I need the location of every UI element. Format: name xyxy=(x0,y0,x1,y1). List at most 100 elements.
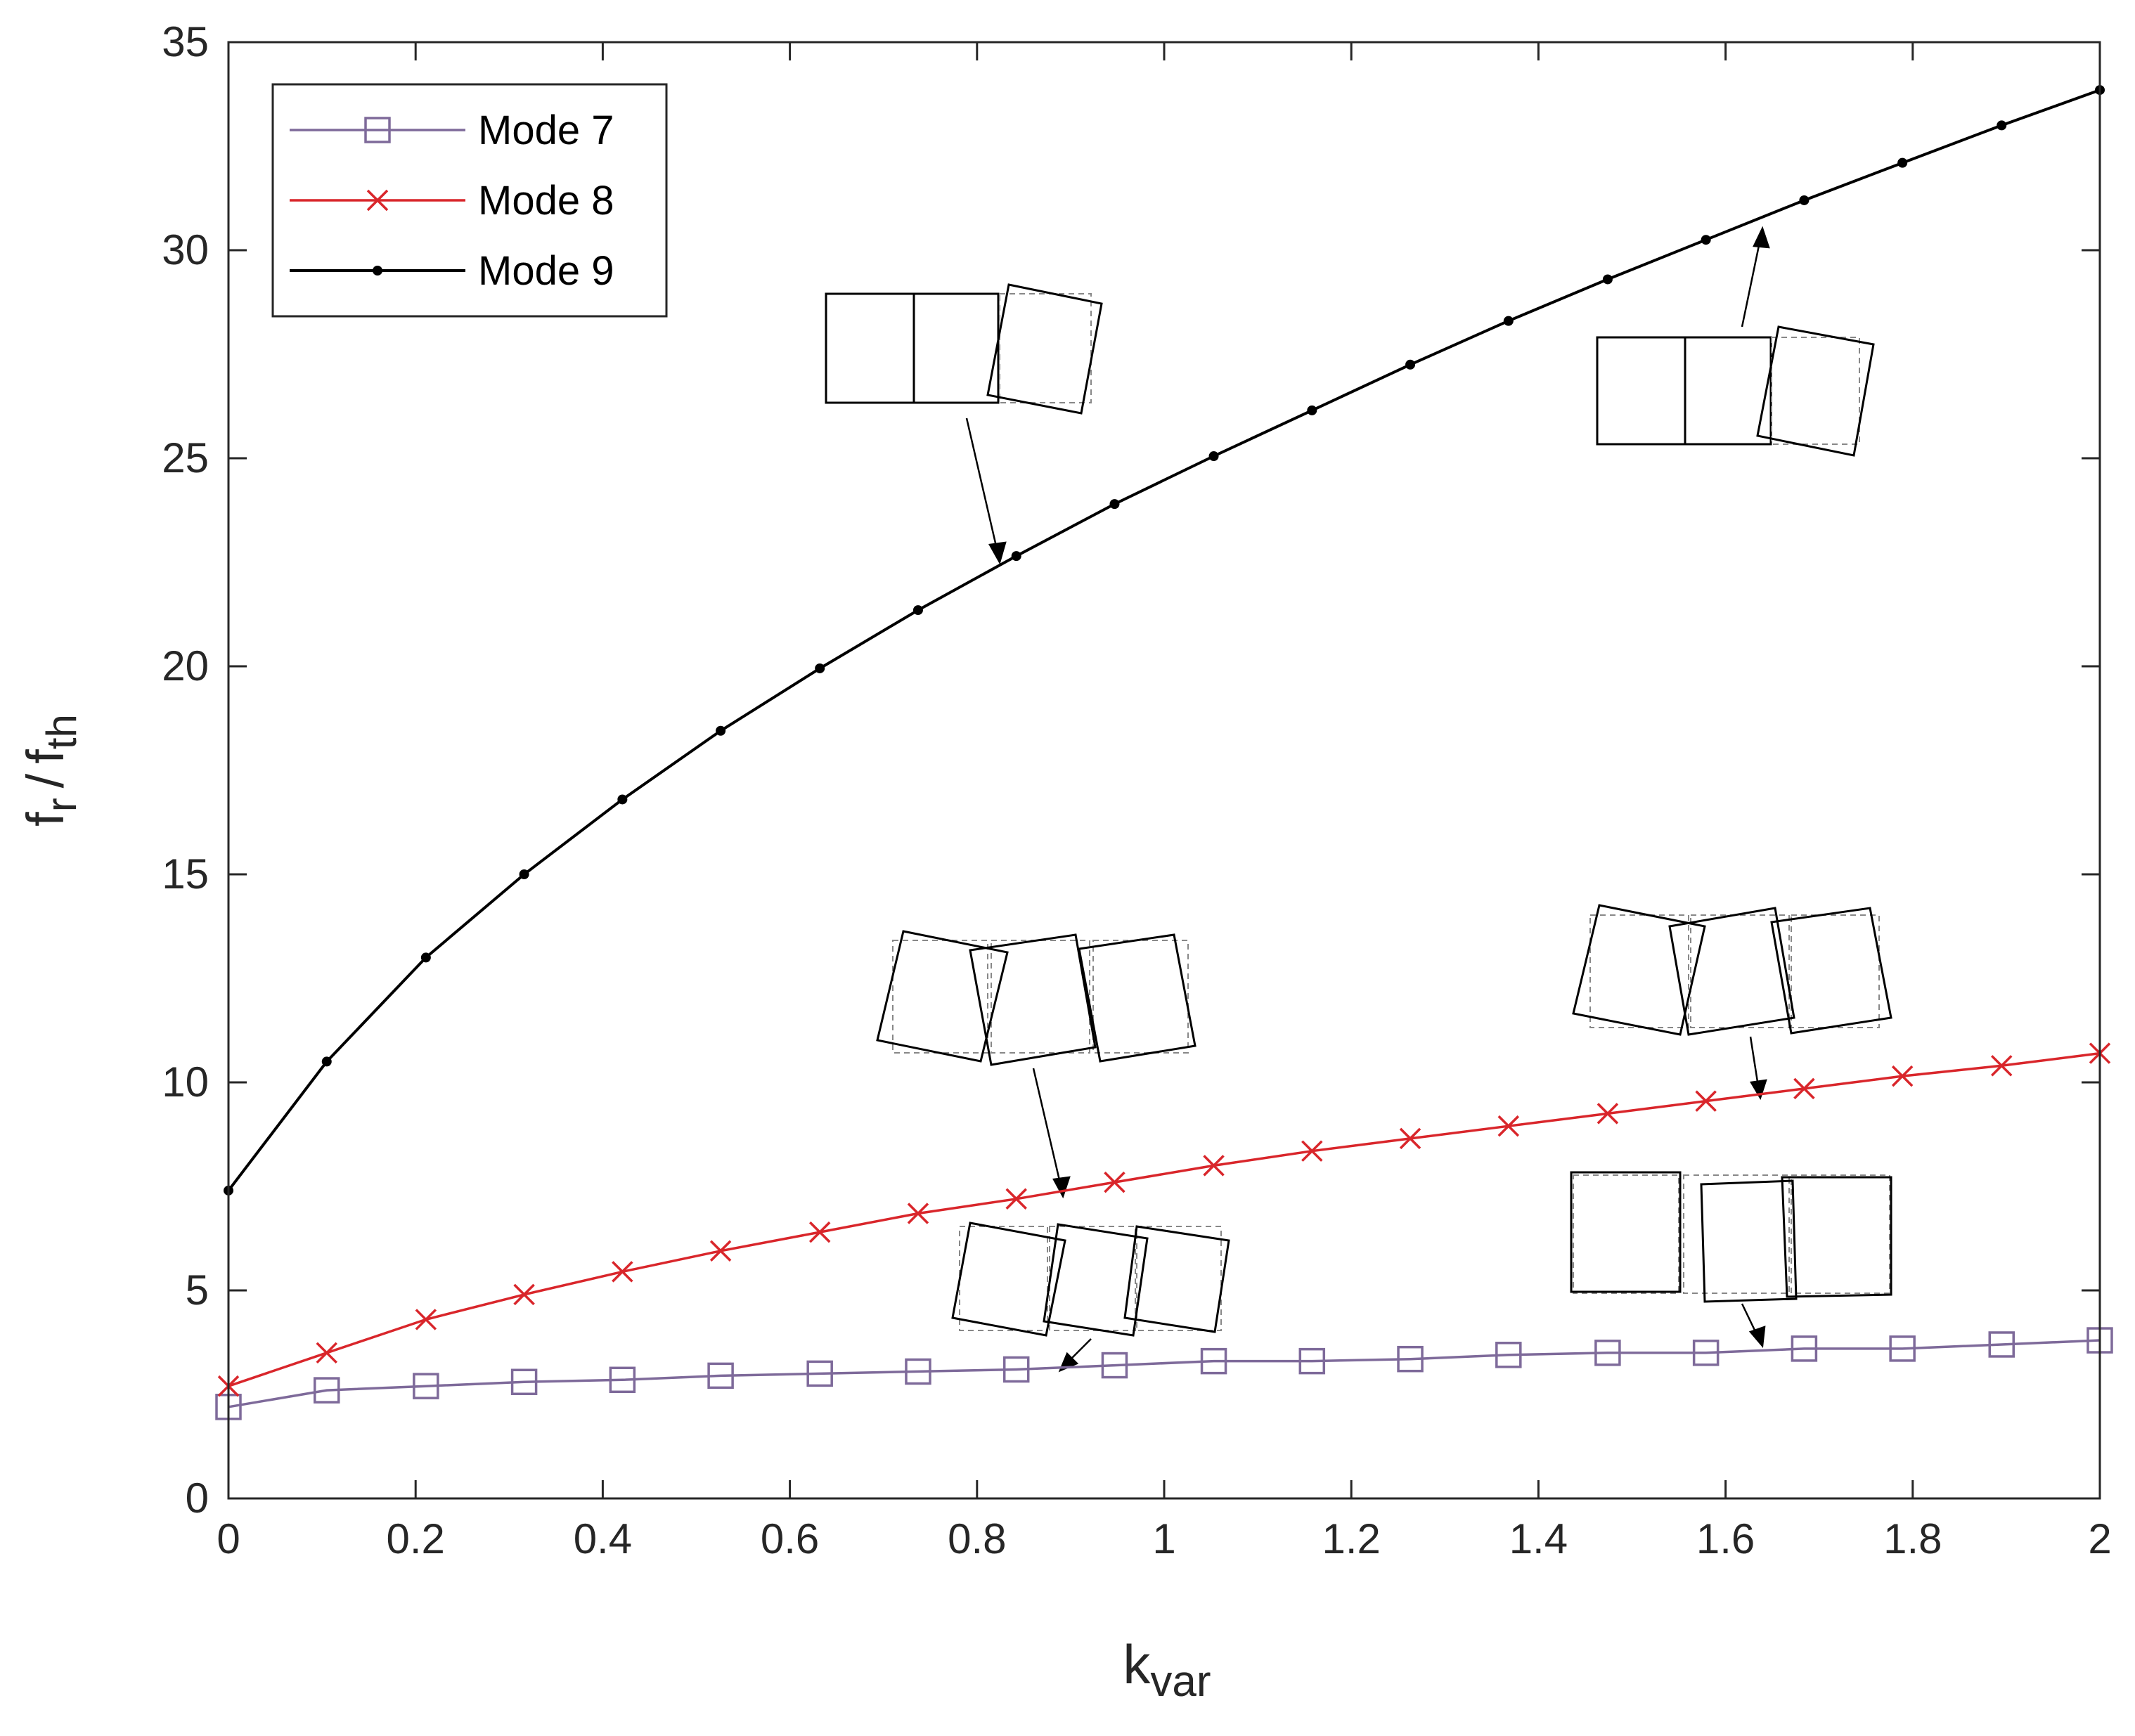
point-mode-9 xyxy=(1897,157,1908,168)
point-mode-9 xyxy=(1701,235,1711,245)
y-axis-label-r: r xyxy=(38,798,85,812)
point-mode-7 xyxy=(1692,1340,1720,1366)
plot-frame xyxy=(227,41,2101,1500)
arrow-mode8-left xyxy=(1032,1068,1063,1190)
point-mode-9 xyxy=(716,725,726,736)
point-mode-7 xyxy=(1988,1331,2015,1358)
x-tick-label: 0.8 xyxy=(948,1515,1006,1562)
x-tick-label: 1.2 xyxy=(1322,1515,1380,1562)
legend-item-mode-7: Mode 7 xyxy=(290,108,614,153)
point-mode-8 xyxy=(1203,1155,1225,1177)
point-mode-9 xyxy=(1602,274,1613,285)
point-mode-8 xyxy=(1005,1188,1027,1210)
point-mode-8 xyxy=(1301,1140,1323,1162)
point-mode-7 xyxy=(1397,1345,1424,1373)
point-mode-9 xyxy=(815,663,825,673)
point-mode-7 xyxy=(609,1366,636,1394)
point-mode-8 xyxy=(1793,1077,1815,1100)
arrow-mode9-right xyxy=(1741,235,1762,328)
point-mode-7 xyxy=(1101,1352,1128,1379)
x-tick-label: 0.2 xyxy=(386,1515,444,1562)
legend-item-mode-8: Mode 8 xyxy=(290,178,614,224)
point-mode-8 xyxy=(907,1203,929,1224)
point-mode-9 xyxy=(321,1056,332,1067)
point-mode-9 xyxy=(519,869,529,879)
inset-mode7-right xyxy=(1570,1171,1892,1303)
y-axis-label-f: f xyxy=(16,812,75,827)
inset-mode7-left xyxy=(951,1222,1230,1337)
inset-mode8-left xyxy=(876,930,1196,1066)
x-tick-label: 0 xyxy=(217,1515,240,1562)
point-mode-8 xyxy=(1399,1127,1421,1150)
y-tick-label: 20 xyxy=(162,642,209,689)
point-mode-9 xyxy=(1208,451,1219,462)
point-mode-9 xyxy=(420,952,431,963)
inset-mode9-left xyxy=(825,283,1103,415)
point-mode-8 xyxy=(1497,1115,1520,1137)
legend-label: Mode 8 xyxy=(478,178,614,224)
point-mode-7 xyxy=(1594,1340,1621,1366)
x-axis-label: kvar xyxy=(1123,1633,1211,1706)
point-mode-9 xyxy=(617,794,628,805)
point-mode-8 xyxy=(513,1283,535,1306)
point-mode-7 xyxy=(1298,1347,1326,1375)
point-mode-9 xyxy=(1011,551,1021,562)
y-tick-label: 5 xyxy=(186,1267,209,1314)
tick-labels: 0 0.2 0.4 0.6 0.8 1 1.2 1.4 1.6 1.8 20510152025303… xyxy=(162,18,2111,1562)
point-mode-8 xyxy=(1597,1103,1619,1125)
point-mode-9 xyxy=(1405,359,1416,370)
point-mode-8 xyxy=(1695,1090,1717,1112)
point-mode-7 xyxy=(413,1373,439,1399)
series-mode-8 xyxy=(217,1042,2111,1397)
point-mode-7 xyxy=(1002,1356,1030,1383)
x-tick-label: 0.6 xyxy=(761,1515,819,1562)
y-axis-label-f2: f xyxy=(16,749,75,764)
point-mode-9 xyxy=(1799,195,1810,205)
point-mode-7 xyxy=(1200,1347,1227,1375)
point-mode-7 xyxy=(314,1377,340,1404)
point-mode-8 xyxy=(1104,1171,1125,1193)
point-mode-8 xyxy=(808,1221,831,1243)
point-mode-8 xyxy=(1891,1065,1914,1087)
y-tick-label: 10 xyxy=(162,1058,209,1106)
x-tick-label: 0.4 xyxy=(574,1515,632,1562)
y-tick-label: 15 xyxy=(162,850,209,898)
x-tick-label: 1.4 xyxy=(1509,1515,1568,1562)
point-mode-9 xyxy=(1503,316,1514,326)
y-tick-label: 0 xyxy=(186,1475,209,1522)
legend: Mode 7 Mode 8 Mode 9 xyxy=(271,83,668,318)
x-tick-label: 1.6 xyxy=(1696,1515,1755,1562)
inset-mode9-right xyxy=(1596,325,1875,457)
point-mode-9 xyxy=(912,605,923,616)
mode-shape-insets xyxy=(825,283,1892,1337)
point-mode-8 xyxy=(612,1261,633,1283)
y-tick-label: 35 xyxy=(162,18,209,65)
point-mode-8 xyxy=(1991,1055,2013,1077)
y-axis-label-th: th xyxy=(38,714,85,749)
point-mode-9 xyxy=(1109,499,1120,510)
x-tick-label: 1.8 xyxy=(1883,1515,1942,1562)
arrow-mode9-left xyxy=(965,417,1000,556)
x-tick-label: 1 xyxy=(1152,1515,1175,1562)
point-mode-7 xyxy=(1889,1335,1916,1362)
y-tick-label: 30 xyxy=(162,226,209,273)
legend-label: Mode 9 xyxy=(478,248,614,294)
annotation-arrows xyxy=(965,226,1770,1373)
series-line-mode-9 xyxy=(227,89,2101,1192)
legend-item-mode-9: Mode 9 xyxy=(290,248,614,294)
point-mode-9 xyxy=(1997,120,2007,131)
series-line-mode-7 xyxy=(228,1339,2101,1408)
x-axis-label-main: k xyxy=(1123,1633,1151,1695)
series-mode-9 xyxy=(224,85,2105,1196)
legend-items: Mode 7 Mode 8 Mode 9 xyxy=(290,108,614,294)
x-axis-label-sub: var xyxy=(1150,1657,1211,1706)
point-mode-9 xyxy=(1307,405,1317,415)
point-mode-8 xyxy=(709,1240,732,1262)
legend-swatch-marker xyxy=(373,266,382,276)
legend-swatch-marker xyxy=(366,189,389,212)
y-axis-label-slash: / xyxy=(16,773,75,788)
axis-ticks xyxy=(227,41,2101,1500)
y-axis-label: fr/fth xyxy=(16,714,85,827)
point-mode-7 xyxy=(1495,1342,1522,1368)
